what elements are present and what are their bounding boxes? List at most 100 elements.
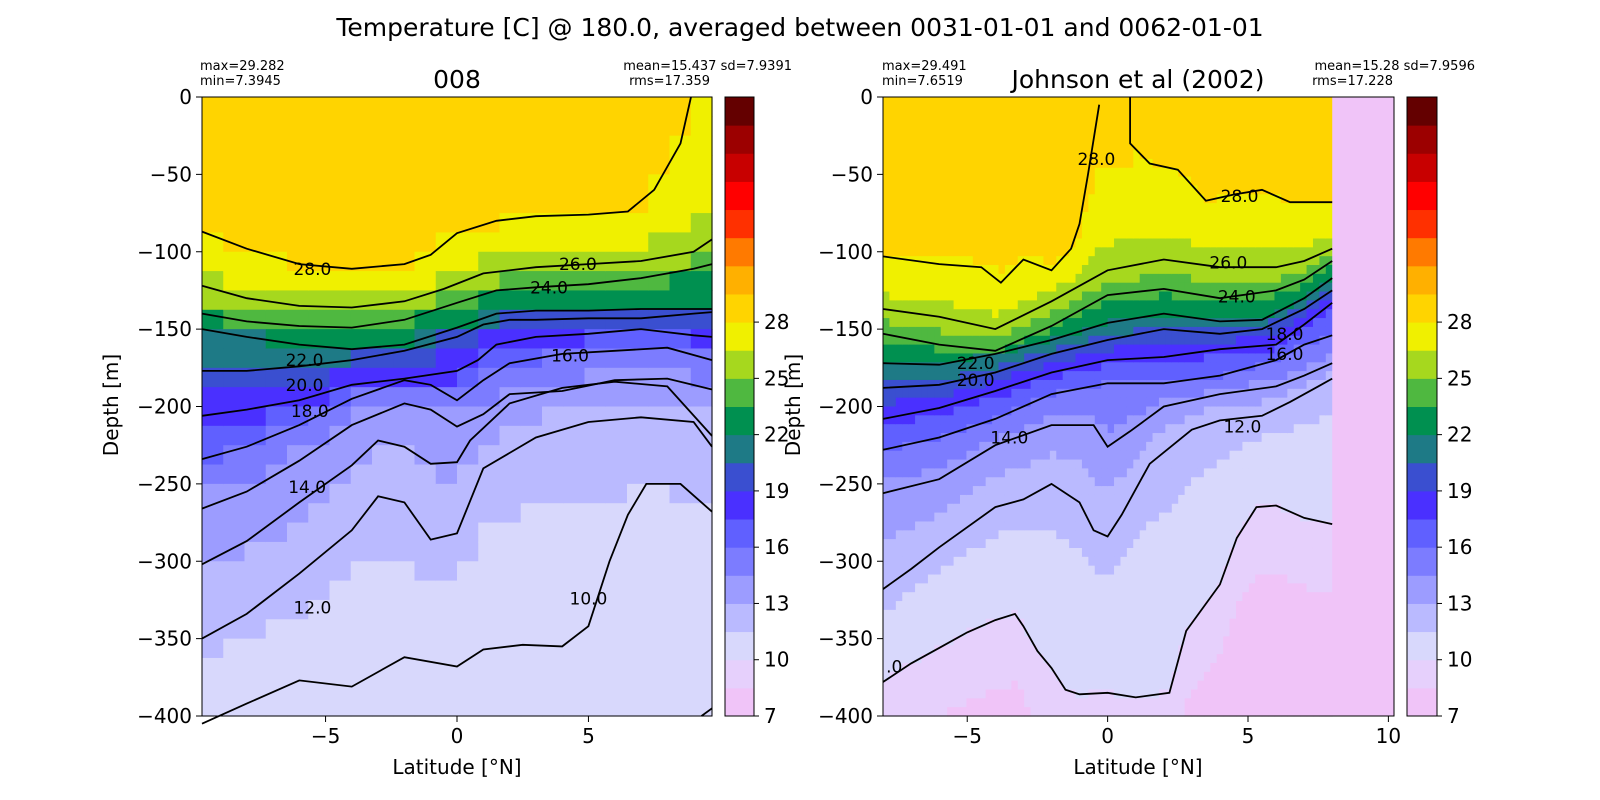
- heatmap-cell: [1037, 583, 1045, 593]
- heatmap-cell: [992, 150, 1000, 160]
- heatmap-cell: [921, 114, 929, 125]
- contour-label: 22.0: [286, 351, 324, 371]
- heatmap-cell: [1126, 211, 1134, 222]
- heatmap-cell: [1139, 547, 1147, 558]
- heatmap-cell: [1030, 441, 1038, 452]
- heatmap-cell: [947, 530, 955, 540]
- heatmap-cell: [1062, 132, 1070, 142]
- heatmap-cell: [1133, 503, 1141, 514]
- heatmap-cell: [915, 486, 923, 496]
- heatmap-cell: [350, 271, 373, 292]
- heatmap-cell: [1011, 229, 1019, 240]
- heatmap-cell: [1088, 300, 1096, 310]
- heatmap-cell: [985, 132, 993, 142]
- heatmap-cell: [393, 116, 416, 137]
- heatmap-cell: [1191, 583, 1199, 593]
- heatmap-cell: [1223, 698, 1231, 708]
- heatmap-cell: [1139, 167, 1147, 178]
- heatmap-cell: [542, 135, 564, 156]
- heatmap-cell: [1030, 468, 1038, 478]
- heatmap-cell: [1255, 247, 1263, 257]
- heatmap-cell: [1197, 433, 1205, 443]
- heatmap-cell: [883, 680, 891, 691]
- heatmap-cell: [953, 282, 961, 293]
- heatmap-cell: [1024, 371, 1032, 381]
- heatmap-cell: [1139, 503, 1147, 514]
- heatmap-cell: [1030, 371, 1038, 381]
- heatmap-cell: [1075, 574, 1083, 584]
- heatmap-cell: [1069, 273, 1077, 284]
- heatmap-cell: [1056, 698, 1064, 708]
- heatmap-cell: [1114, 530, 1122, 540]
- y-tick-label: −250: [137, 472, 192, 496]
- heatmap-cell: [1133, 609, 1141, 620]
- heatmap-cell: [542, 696, 564, 717]
- heatmap-cell: [895, 211, 903, 222]
- heatmap-cell: [985, 547, 993, 558]
- heatmap-cell: [1126, 654, 1134, 664]
- heatmap-cell: [1171, 194, 1179, 204]
- heatmap-cell: [921, 503, 929, 514]
- heatmap-cell: [244, 367, 267, 388]
- heatmap-cell: [1043, 477, 1051, 487]
- heatmap-cell: [1255, 539, 1263, 549]
- heatmap-cell: [308, 541, 331, 562]
- heatmap-cell: [244, 329, 267, 350]
- heatmap-cell: [1133, 379, 1141, 390]
- heatmap-cell: [889, 512, 897, 523]
- heatmap-cell: [584, 135, 607, 156]
- heatmap-cell: [1004, 680, 1012, 691]
- heatmap-cell: [584, 174, 607, 195]
- heatmap-cell: [1075, 415, 1083, 425]
- colorbar-swatch: [725, 265, 754, 295]
- heatmap-cell: [1094, 662, 1102, 673]
- heatmap-cell: [669, 541, 692, 562]
- heatmap-cell: [1146, 318, 1154, 328]
- heatmap-cell: [947, 203, 955, 213]
- heatmap-cell: [1146, 424, 1154, 434]
- heatmap-cell: [1004, 636, 1012, 646]
- heatmap-cell: [1191, 530, 1199, 540]
- heatmap-cell: [895, 247, 903, 257]
- heatmap-cell: [1216, 150, 1224, 160]
- heatmap-cell: [1081, 707, 1089, 717]
- heatmap-cell: [1171, 335, 1179, 346]
- heatmap-cell: [1184, 194, 1192, 204]
- heatmap-cell: [1255, 388, 1263, 399]
- heatmap-cell: [223, 425, 246, 446]
- heatmap-cell: [1223, 592, 1231, 602]
- heatmap-cell: [1223, 211, 1231, 222]
- heatmap-cell: [889, 441, 897, 452]
- heatmap-cell: [921, 388, 929, 399]
- heatmap-cell: [1069, 530, 1077, 540]
- heatmap-cell: [908, 158, 916, 169]
- heatmap-cell: [1223, 362, 1231, 372]
- heatmap-cell: [1024, 132, 1032, 142]
- heatmap-cell: [1158, 415, 1166, 425]
- heatmap-cell: [1062, 220, 1070, 231]
- heatmap-cell: [1011, 318, 1019, 328]
- heatmap-cell: [329, 309, 352, 330]
- heatmap-cell: [953, 318, 961, 328]
- heatmap-cell: [1114, 433, 1122, 443]
- heatmap-cell: [287, 135, 309, 156]
- heatmap-cell: [902, 680, 910, 691]
- heatmap-cell: [1094, 459, 1102, 469]
- heatmap-cell: [1139, 344, 1147, 355]
- heatmap-cell: [1037, 433, 1045, 443]
- heatmap-cell: [1229, 150, 1237, 160]
- heatmap-cell: [966, 503, 974, 514]
- heatmap-cell: [1081, 494, 1089, 505]
- heatmap-cell: [1216, 583, 1224, 593]
- heatmap-cell: [1248, 654, 1256, 664]
- heatmap-cell: [883, 176, 891, 187]
- heatmap-cell: [1255, 326, 1263, 337]
- heatmap-cell: [992, 415, 1000, 425]
- heatmap-cell: [1120, 592, 1128, 602]
- heatmap-cell: [985, 353, 993, 363]
- heatmap-cell: [1081, 211, 1089, 222]
- heatmap-cell: [308, 329, 331, 350]
- heatmap-cell: [1203, 592, 1211, 602]
- heatmap-cell: [940, 592, 948, 602]
- heatmap-cell: [1223, 247, 1231, 257]
